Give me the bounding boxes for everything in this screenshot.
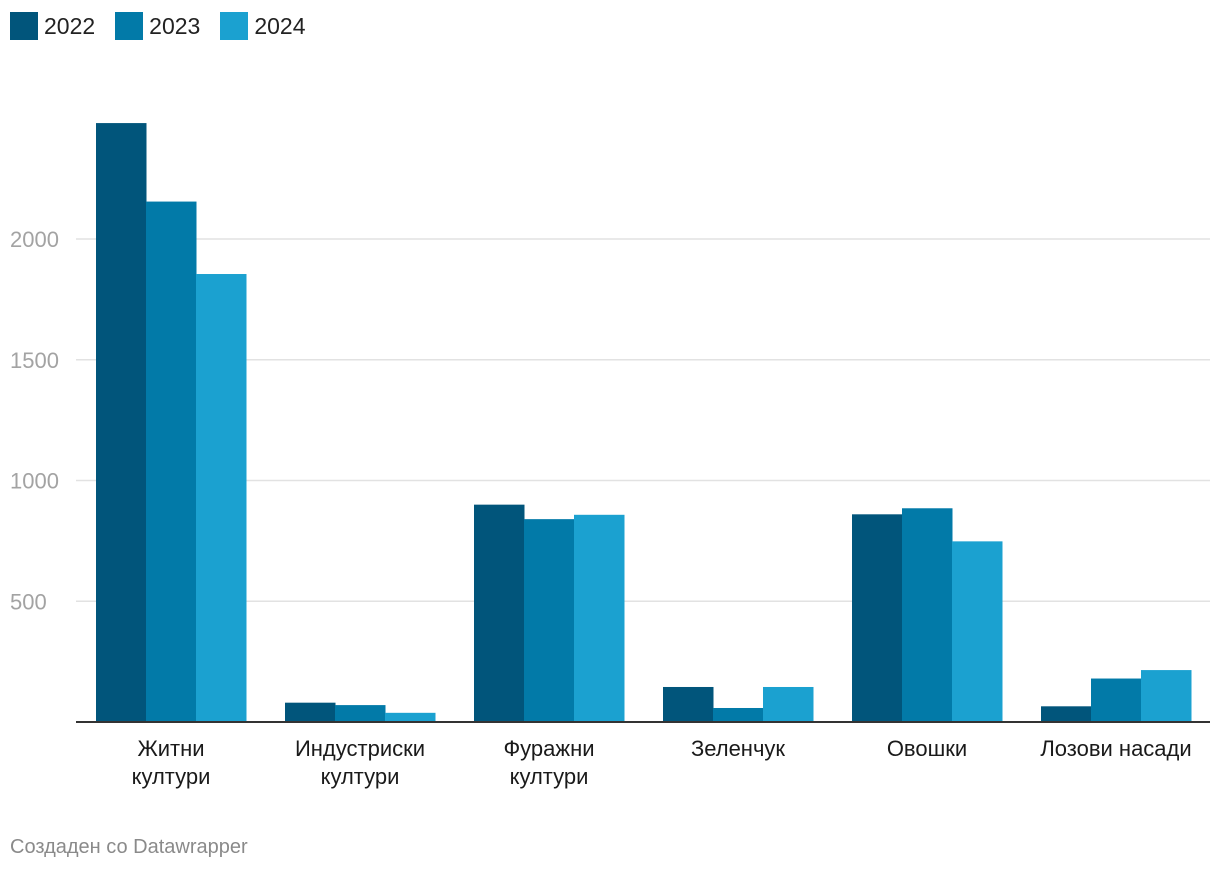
bar-2022-4 [852,514,903,722]
bar-2022-0 [96,123,147,722]
x-tick-label: Фуражни култури [503,736,594,789]
y-tick-label: 1000 [10,469,59,494]
bar-2023-5 [1091,678,1142,722]
x-tick-label: Житни култури [132,736,211,789]
x-tick-label: Лозови насади [1040,736,1191,761]
bar-2022-1 [285,702,336,722]
legend-label: 2023 [149,12,201,39]
bar-2022-2 [474,504,525,722]
legend-label: 2022 [44,12,96,39]
legend-item-2022: 2022 [10,12,95,40]
bar-2022-5 [1041,706,1092,722]
y-tick-label: 2000 [10,227,59,252]
legend-item-2024: 2024 [220,12,306,40]
bar-2022-3 [663,686,714,722]
bar-2024-2 [574,514,625,722]
legend-swatch [10,12,38,40]
footer-credit: Создаден со Datawrapper [10,836,248,858]
bar-2024-5 [1141,670,1192,722]
bar-2023-0 [146,201,197,722]
x-tick-label: Индустриски култури [295,736,425,789]
x-tick-label: Овошки [887,736,967,761]
bar-2024-1 [385,712,436,722]
legend-swatch [115,12,144,40]
bar-2023-1 [335,705,386,722]
legend-item-2023: 2023 [115,12,200,40]
bar-2023-3 [713,707,764,722]
x-tick-label: Зеленчук [691,736,785,761]
bar-2024-3 [763,686,814,722]
y-tick-label: 500 [10,589,47,614]
bar-2024-4 [952,541,1003,722]
bar-2023-2 [524,519,575,722]
legend: 2022 2023 2024 [10,12,306,40]
bar-2024-0 [196,274,247,722]
bar-2023-4 [902,508,953,722]
legend-swatch [220,12,249,40]
y-tick-label: 1500 [10,348,59,373]
legend-label: 2024 [254,12,306,39]
